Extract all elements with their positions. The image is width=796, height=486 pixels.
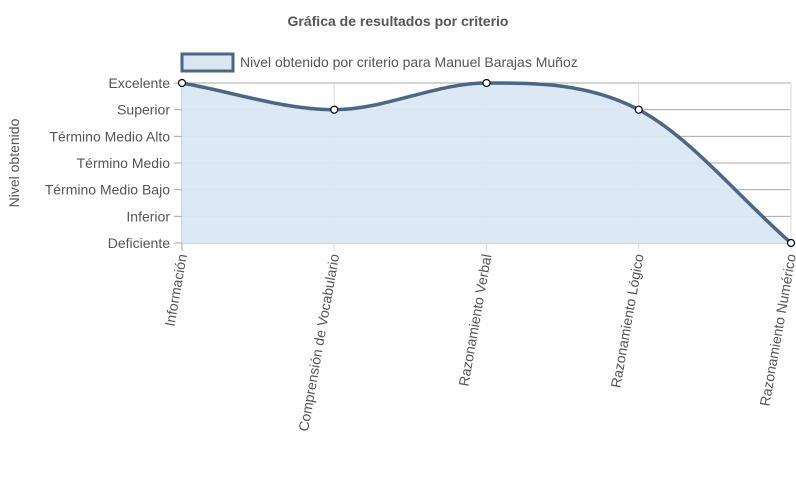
y-tick-label: Término Medio Bajo bbox=[45, 182, 170, 198]
x-tick-label: Razonamiento Verbal bbox=[455, 253, 494, 388]
data-point[interactable] bbox=[177, 78, 187, 88]
data-point[interactable] bbox=[786, 238, 796, 248]
chart-title: Gráfica de resultados por criterio bbox=[288, 13, 509, 29]
x-axis-ticks: Información Comprensión de Vocabulario Raz… bbox=[161, 253, 796, 433]
legend-swatch bbox=[180, 52, 235, 73]
series-points bbox=[177, 78, 796, 248]
series-area bbox=[181, 81, 793, 245]
data-point[interactable] bbox=[482, 78, 491, 88]
legend-label: Nivel obtenido por criterio para Manuel … bbox=[240, 54, 578, 70]
x-tick-label: Razonamiento Lógico bbox=[607, 253, 646, 389]
data-point[interactable] bbox=[330, 105, 339, 114]
y-tick-label: Superior bbox=[117, 102, 170, 118]
legend[interactable]: Nivel obtenido por criterio para Manuel … bbox=[180, 52, 578, 73]
y-tick-label: Término Medio bbox=[77, 155, 171, 171]
data-point[interactable] bbox=[634, 105, 643, 114]
y-tick-label: Deficiente bbox=[108, 235, 170, 251]
x-tick-label: Información bbox=[161, 253, 189, 328]
y-axis-label: Nivel obtenido bbox=[6, 118, 22, 207]
y-tick-label: Término Medio Alto bbox=[49, 128, 170, 144]
y-tick-label: Inferior bbox=[126, 208, 170, 224]
y-axis-ticks: Deficiente Inferior Término Medio Bajo Térm… bbox=[45, 75, 171, 251]
x-tick-label: Comprensión de Vocabulario bbox=[295, 253, 342, 433]
y-tick-label: Excelente bbox=[109, 75, 171, 91]
x-tick-label: Razonamiento Numérico bbox=[756, 253, 796, 408]
series-area-fill bbox=[182, 83, 791, 243]
